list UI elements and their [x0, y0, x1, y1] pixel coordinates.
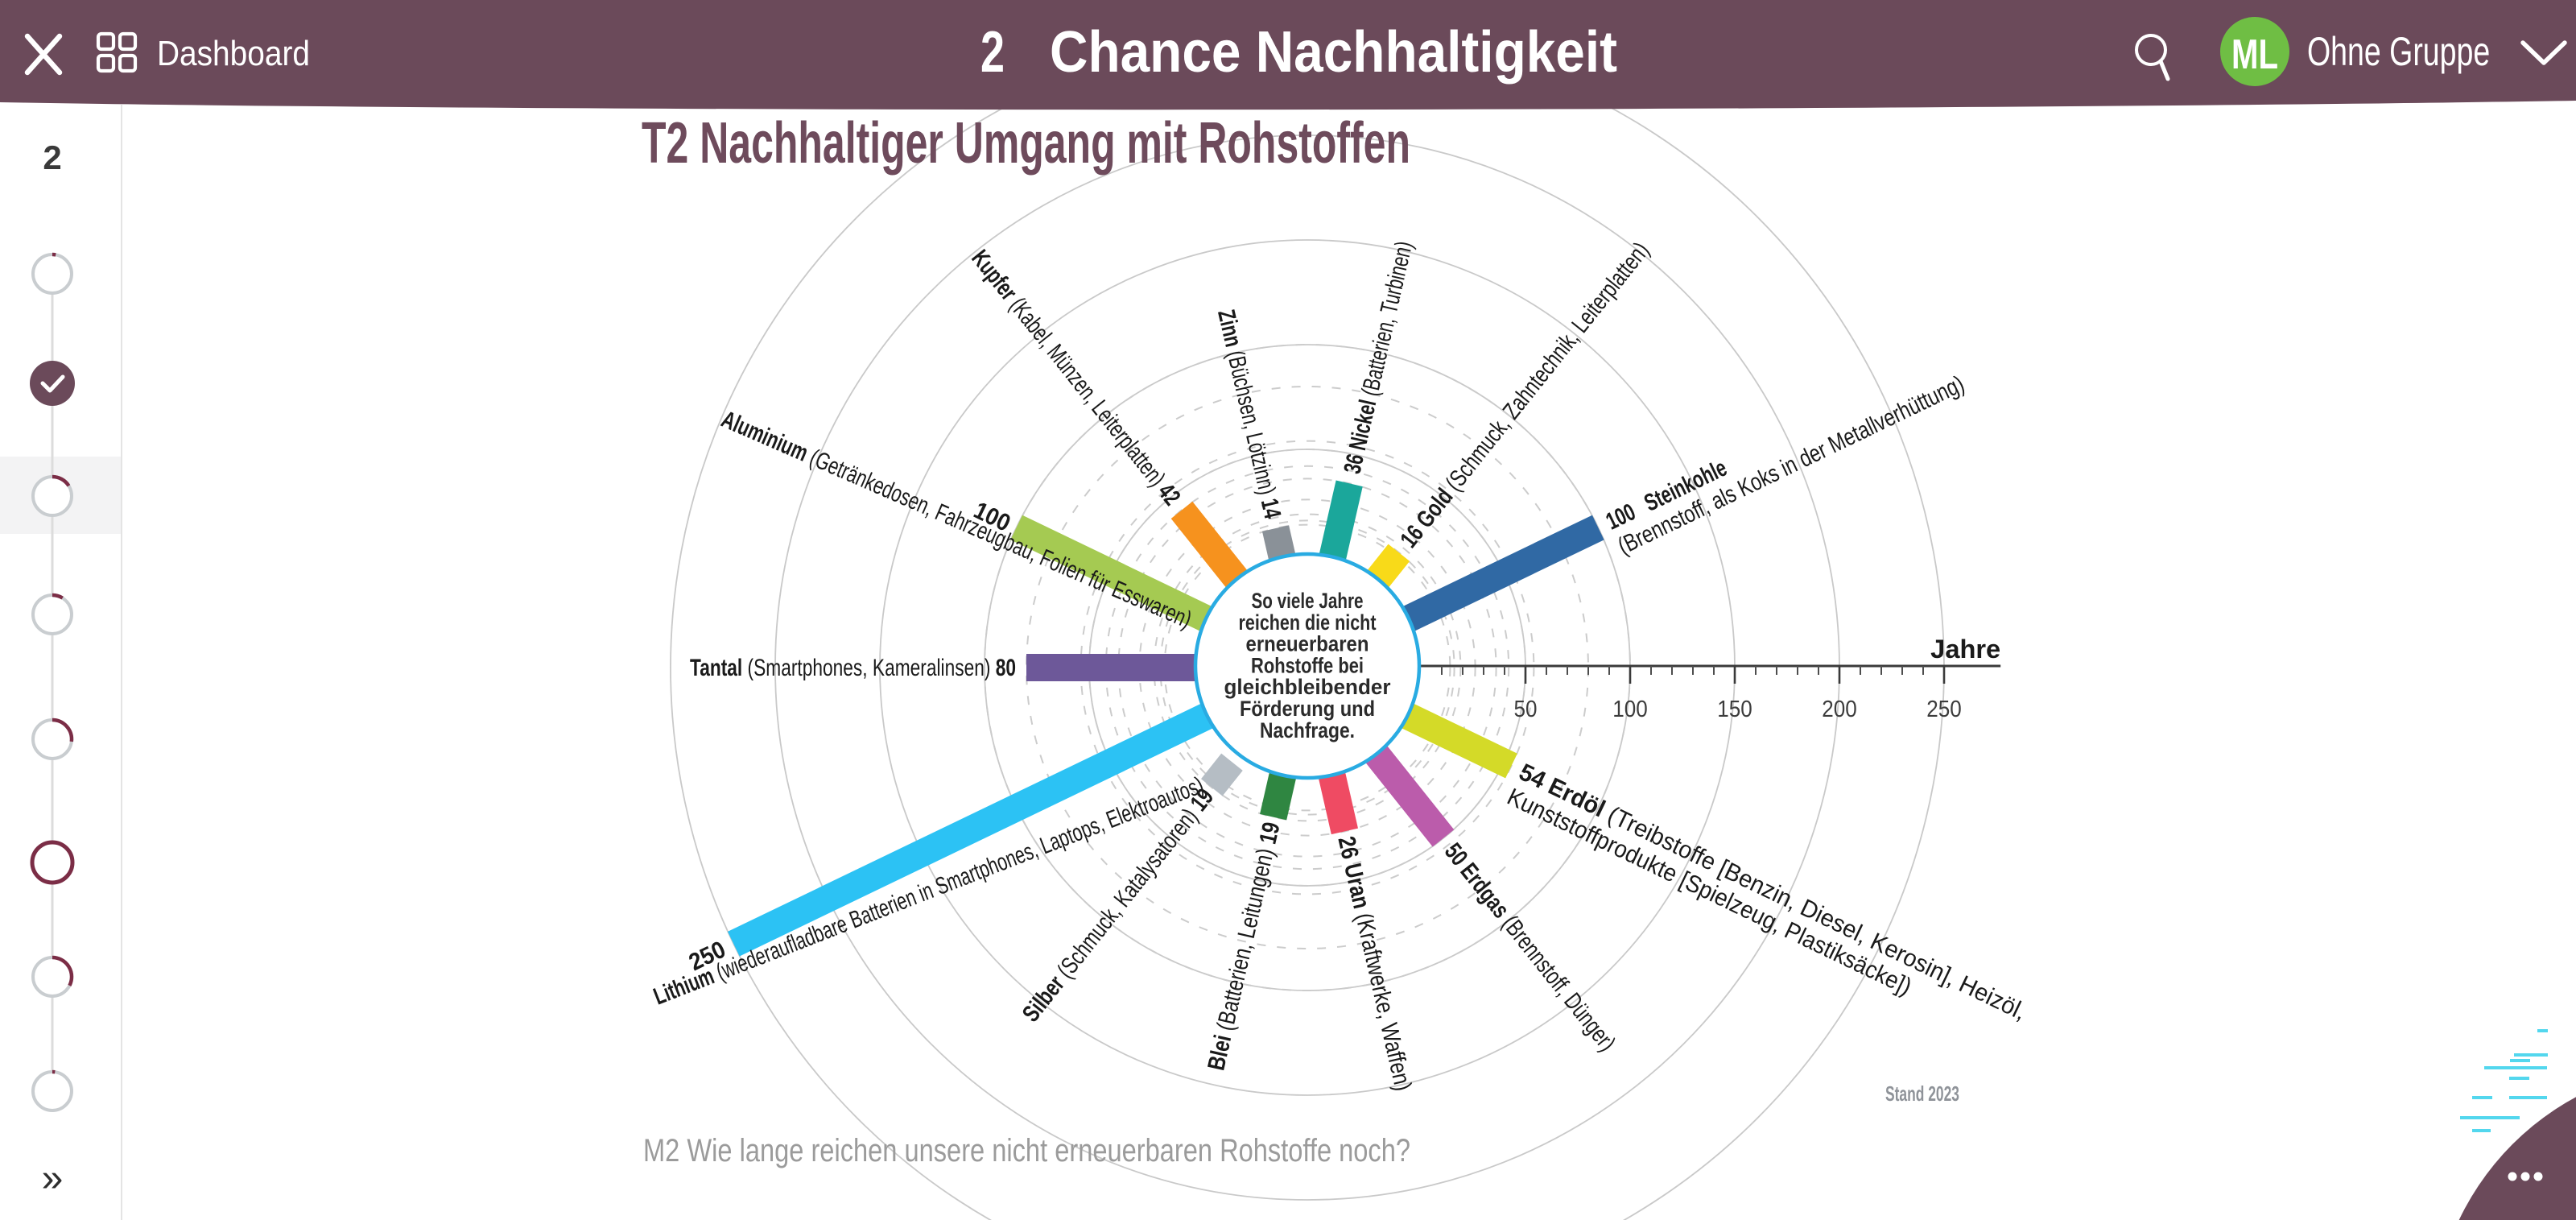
svg-text:50: 50: [1514, 697, 1538, 722]
svg-text:So viele Jahre: So viele Jahre: [1252, 589, 1364, 613]
svg-text:Kupfer (Kabel, Münzen, Leiterp: Kupfer (Kabel, Münzen, Leiterplatten) 42: [966, 245, 1185, 510]
svg-text:150: 150: [1717, 697, 1752, 722]
svg-text:M2 Wie lange reichen unsere ni: M2 Wie lange reichen unsere nicht erneue…: [643, 1133, 1410, 1168]
svg-text:50 Erdgas (Brennstoff, Dünger): 50 Erdgas (Brennstoff, Dünger): [1439, 838, 1620, 1057]
svg-text:reichen die nicht: reichen die nicht: [1239, 610, 1377, 635]
svg-text:T2 Nachhaltiger Umgang mit Roh: T2 Nachhaltiger Umgang mit Rohstoffen: [642, 111, 1410, 176]
svg-text:Rohstoffe bei: Rohstoffe bei: [1251, 653, 1364, 677]
svg-text:gleichbleibender: gleichbleibender: [1224, 675, 1391, 699]
svg-text:Chance Nachhaltigkeit: Chance Nachhaltigkeit: [1050, 20, 1617, 85]
svg-text:200: 200: [1822, 697, 1857, 722]
svg-text:Tantal (Smartphones, Kameralin: Tantal (Smartphones, Kameralinsen) 80: [690, 655, 1016, 681]
svg-text:Dashboard: Dashboard: [157, 34, 310, 73]
svg-text:Zinn (Büchsen, Lötzinn) 14: Zinn (Büchsen, Lötzinn) 14: [1212, 307, 1286, 521]
svg-text:erneuerbaren: erneuerbaren: [1246, 632, 1369, 656]
svg-text:Förderung und: Förderung und: [1240, 697, 1375, 721]
svg-text:36 Nickel (Batterien, Turbinen: 36 Nickel (Batterien, Turbinen): [1339, 238, 1418, 476]
svg-text:ML: ML: [2231, 31, 2278, 78]
svg-text:26 Uran (Kraftwerke, Waffen): 26 Uran (Kraftwerke, Waffen): [1332, 834, 1416, 1094]
svg-text:Kunststoffprodukte [Spielzeug,: Kunststoffprodukte [Spielzeug, Plastiksä…: [1503, 784, 1916, 1001]
svg-text:Nachfrage.: Nachfrage.: [1260, 718, 1355, 742]
svg-text:Stand 2023: Stand 2023: [1885, 1081, 1959, 1106]
svg-text:Jahre: Jahre: [1930, 635, 2000, 664]
svg-text:2: 2: [980, 20, 1005, 85]
svg-text:(Brennstoff, als Koks in der M: (Brennstoff, als Koks in der Metallverhü…: [1614, 370, 1968, 560]
svg-text:100: 100: [1612, 697, 1648, 722]
svg-text:Blei (Batterien, Leitungen) 19: Blei (Batterien, Leitungen) 19: [1203, 820, 1285, 1073]
svg-text:250: 250: [1926, 697, 1962, 722]
